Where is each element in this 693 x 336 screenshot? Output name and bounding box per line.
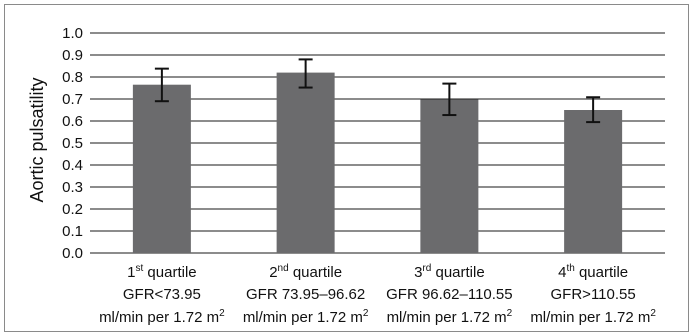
y-axis-title: Aortic pulsatility [27,77,47,202]
error-bars [154,58,601,124]
y-tick-label: 0.6 [62,113,83,130]
svg-text:4th quartile: 4th quartile [558,263,628,281]
bars [132,72,623,253]
y-tick-label: 0.8 [62,69,83,86]
y-tick-label: 0.3 [62,179,83,196]
svg-text:1st quartile: 1st quartile [127,263,197,281]
y-tick-labels: 0.0 0.1 0.2 0.3 0.4 0.5 0.6 0.7 0.8 0.9 1.0 [62,25,83,262]
y-tick-label: 1.0 [62,25,83,42]
y-tick-label: 0.7 [62,91,83,108]
svg-text:ml/min per 1.72 m2: ml/min per 1.72 m2 [99,308,225,326]
y-tick-label: 0.5 [62,135,83,152]
error-bar [154,67,169,103]
svg-text:GFR>110.55: GFR>110.55 [551,286,636,303]
y-tick-label: 0.2 [62,201,83,218]
svg-text:3rd quartile: 3rd quartile [414,263,485,281]
svg-text:2nd quartile: 2nd quartile [269,263,342,281]
y-tick-label: 0.4 [62,157,83,174]
x-category-label: 2nd quartile GFR 73.95–96.62 ml/min per 1.… [243,263,369,326]
bar [420,99,479,253]
y-tick-label: 0.0 [62,245,83,262]
y-tick-label: 0.9 [62,47,83,64]
y-tick-label: 0.1 [62,223,83,240]
svg-text:ml/min per 1.72 m2: ml/min per 1.72 m2 [387,308,513,326]
bar [564,110,623,253]
error-bar [442,82,457,117]
x-category-label: 3rd quartile GFR 96.62–110.55 ml/min per 1… [386,263,512,326]
x-category-label: 4th quartile GFR>110.55 ml/min per 1.72 m2 [530,263,656,326]
bar [276,72,335,253]
svg-text:GFR 73.95–96.62: GFR 73.95–96.62 [246,286,365,303]
svg-text:ml/min per 1.72 m2: ml/min per 1.72 m2 [530,308,656,326]
svg-text:ml/min per 1.72 m2: ml/min per 1.72 m2 [243,308,369,326]
x-category-label: 1st quartile GFR<73.95 ml/min per 1.72 m2 [99,263,225,326]
error-bar [586,96,601,124]
svg-text:GFR<73.95: GFR<73.95 [123,286,201,303]
bar [132,84,191,253]
error-bar [298,58,313,89]
svg-text:GFR 96.62–110.55: GFR 96.62–110.55 [386,286,512,303]
